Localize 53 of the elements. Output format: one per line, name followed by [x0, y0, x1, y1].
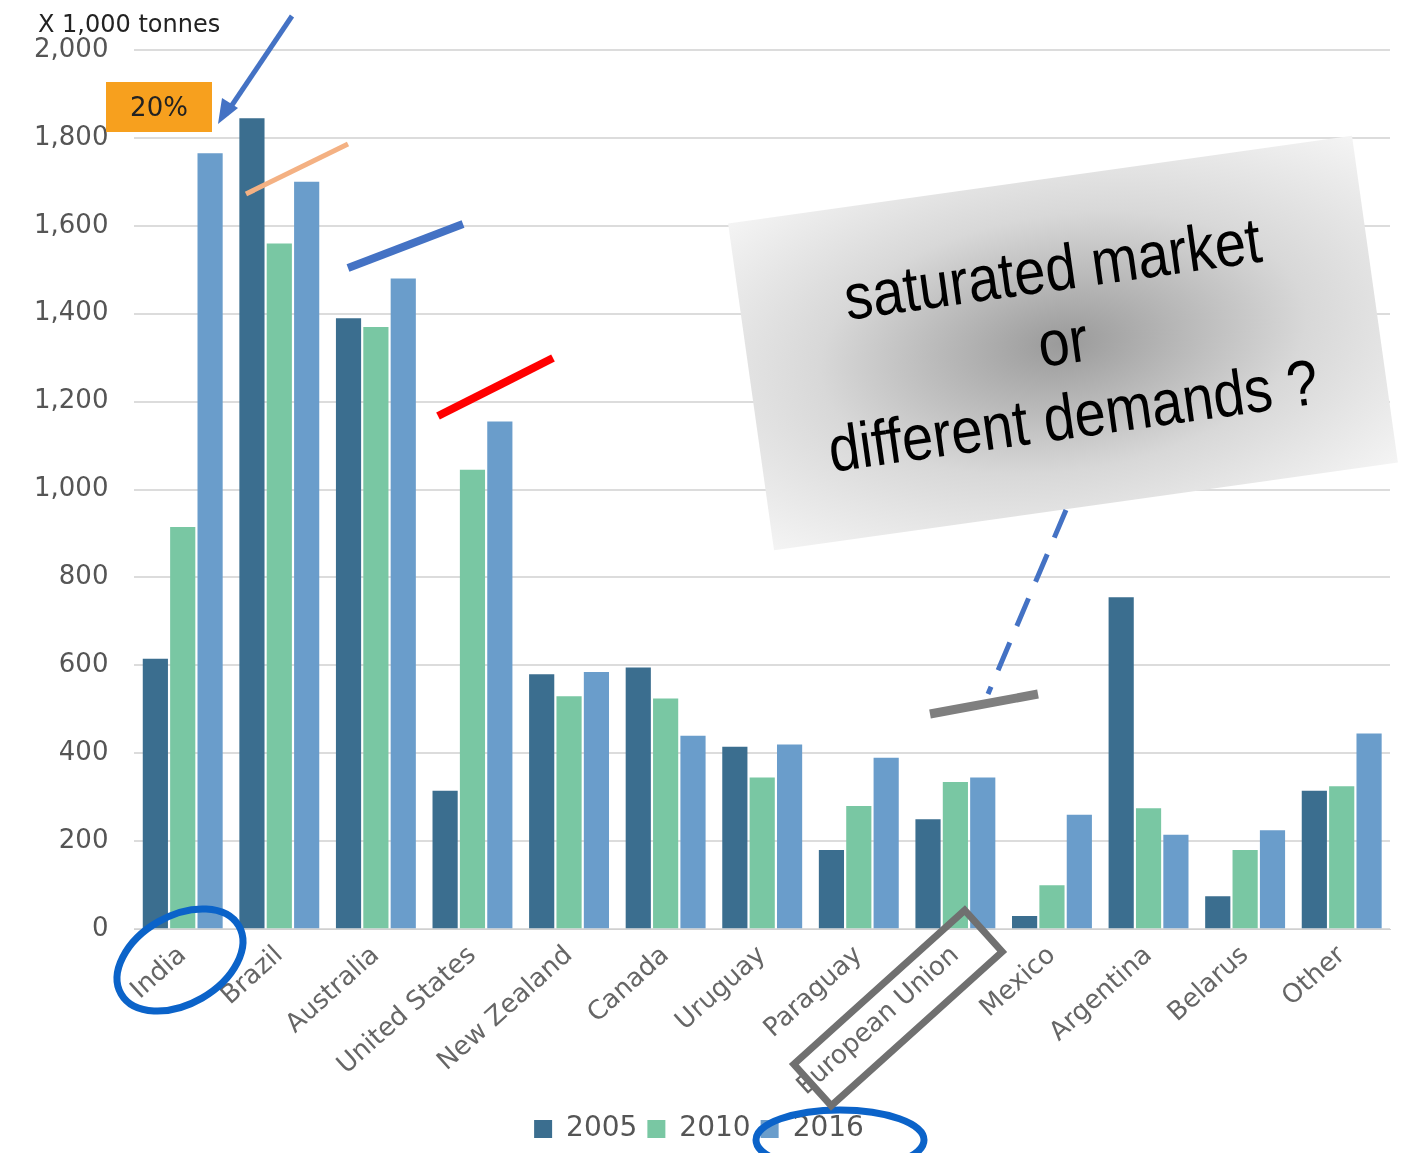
annotation: saturated market or different demands ? — [822, 202, 1324, 488]
bar — [915, 819, 941, 929]
bar — [653, 698, 679, 929]
y-tick-label: 1,000 — [34, 472, 109, 503]
y-tick-label: 0 — [91, 911, 109, 942]
bar — [1205, 896, 1231, 929]
bar — [459, 469, 486, 929]
bar — [1356, 733, 1382, 929]
y-tick-label: 1,200 — [34, 384, 109, 415]
bar — [294, 181, 320, 929]
bar — [970, 777, 996, 929]
bar — [1039, 885, 1065, 929]
bar — [625, 667, 651, 929]
bar — [390, 278, 416, 929]
bar — [722, 746, 748, 929]
bar — [583, 672, 610, 929]
bar — [556, 696, 582, 929]
y-tick-label: 800 — [58, 560, 109, 591]
bar — [776, 744, 803, 929]
bar — [846, 806, 872, 929]
bar — [680, 735, 706, 929]
bar — [1329, 786, 1355, 929]
y-tick-label: 200 — [58, 823, 109, 854]
bar — [942, 781, 968, 929]
bar — [197, 153, 223, 929]
y-tick-label: 1,400 — [34, 296, 109, 327]
y-tick-label: 400 — [58, 736, 109, 767]
bar — [266, 243, 292, 929]
annotation: 20% — [130, 92, 188, 122]
bar — [1066, 814, 1092, 929]
bar — [432, 790, 458, 929]
legend-label: 2016 — [792, 1110, 864, 1144]
legend-label: 2010 — [679, 1110, 751, 1144]
bar — [818, 850, 845, 929]
bar — [335, 318, 362, 929]
bar — [529, 674, 555, 929]
bar — [1232, 850, 1258, 929]
y-tick-label: 600 — [58, 648, 109, 679]
bar — [749, 777, 775, 929]
bar — [1108, 597, 1134, 929]
y-tick-label: 1,600 — [34, 208, 109, 239]
y-tick-label: 1,800 — [34, 120, 109, 151]
bar — [1163, 834, 1189, 929]
bar — [873, 757, 899, 929]
bar — [1259, 830, 1286, 929]
legend-label: 2005 — [566, 1110, 638, 1144]
bar — [170, 526, 196, 929]
bar — [1012, 915, 1038, 929]
bar — [363, 326, 389, 929]
bar — [142, 658, 168, 929]
bar — [487, 421, 513, 929]
bar — [1135, 808, 1162, 929]
bar — [1301, 790, 1327, 929]
